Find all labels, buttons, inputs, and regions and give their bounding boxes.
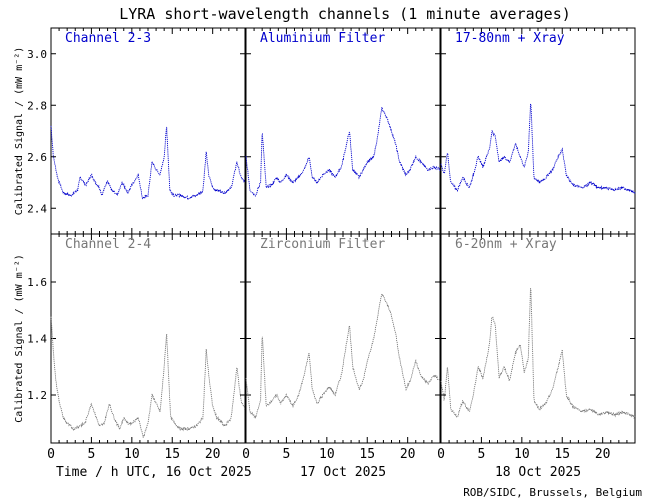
data-series-0-2: [440, 103, 636, 196]
x-tick-label: 15: [359, 447, 375, 462]
y-tick-label: 2.4: [27, 202, 47, 215]
x-tick-label: 20: [595, 447, 611, 462]
y-tick-label: 1.4: [27, 333, 47, 346]
x-tick-label: 5: [478, 447, 486, 462]
x-tick-label: 15: [164, 447, 180, 462]
x-tick-label: 5: [283, 447, 291, 462]
x-tick-label: 0: [242, 447, 250, 462]
panel-frame: [245, 27, 441, 235]
y-axis-label: Calibrated Signal / (mW m⁻²): [14, 254, 25, 423]
x-tick-label: 20: [205, 447, 221, 462]
panel-label: Channel 2-3: [65, 31, 151, 46]
panel-label: Channel 2-4: [65, 237, 151, 252]
x-day-label: 17 Oct 2025: [300, 465, 386, 480]
data-series-1-1: [245, 292, 441, 419]
y-tick-label: 1.6: [27, 276, 47, 289]
panel-label: Aluminium Filter: [260, 31, 385, 46]
x-tick-label: 5: [88, 447, 96, 462]
panel-frame: [50, 27, 246, 235]
data-series-0-0: [50, 125, 246, 200]
x-tick-label: 10: [124, 447, 140, 462]
x-tick-label: 10: [319, 447, 335, 462]
credit-label: ROB/SIDC, Brussels, Belgium: [463, 486, 642, 499]
panel-frame: [50, 233, 246, 444]
x-tick-label: 15: [554, 447, 570, 462]
panel-label: Zirconium Filter: [260, 237, 385, 252]
y-tick-label: 2.6: [27, 151, 47, 164]
y-axis-label: Calibrated Signal / (mW m⁻²): [14, 47, 25, 216]
data-series-1-0: [50, 316, 246, 439]
y-tick-label: 3.0: [27, 48, 47, 61]
panel-label: 17-80nm + Xray: [455, 31, 565, 46]
panel-label: 6-20nm + Xray: [455, 237, 557, 252]
y-tick-label: 2.8: [27, 99, 47, 112]
data-series-0-1: [245, 105, 441, 197]
x-tick-label: 10: [514, 447, 530, 462]
x-day-label: 18 Oct 2025: [495, 465, 581, 480]
chart-title: LYRA short-wavelength channels (1 minute…: [119, 5, 571, 23]
x-tick-label: 20: [400, 447, 416, 462]
panel-frame: [245, 233, 441, 444]
x-day-label: Time / h UTC, 16 Oct 2025: [56, 465, 252, 480]
x-tick-label: 0: [47, 447, 55, 462]
panel-frame: [440, 27, 636, 235]
x-tick-label: 0: [437, 447, 445, 462]
y-tick-label: 1.2: [27, 389, 47, 402]
data-series-1-2: [440, 288, 636, 419]
